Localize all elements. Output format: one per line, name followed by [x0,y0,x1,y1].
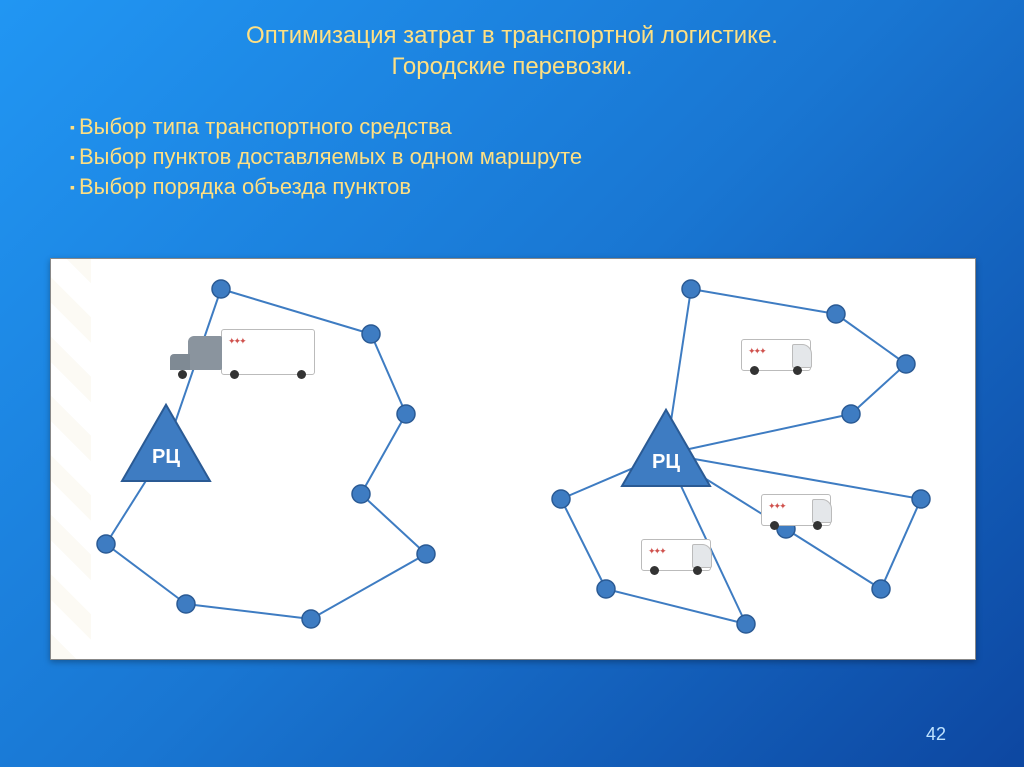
van-icon: ✦✦✦ [641,539,711,571]
delivery-node [177,595,195,613]
van-icon: ✦✦✦ [761,494,831,526]
route-edge [311,554,426,619]
route-edge [186,604,311,619]
delivery-node [212,280,230,298]
slide-title: Оптимизация затрат в транспортной логист… [0,0,1024,82]
delivery-node [397,405,415,423]
page-number: 42 [926,724,946,745]
delivery-node [682,280,700,298]
van-icon: ✦✦✦ [741,339,811,371]
truck-icon: ✦✦✦ [221,329,315,375]
title-line-2: Городские перевозки. [391,53,632,80]
route-edge [606,589,746,624]
network-svg: РЦ РЦ [51,259,975,659]
delivery-node [912,490,930,508]
route-edge [106,544,186,604]
bullet-text: Выбор порядка объезда пунктов [79,172,411,202]
title-line-1: Оптимизация затрат в транспортной логист… [246,22,778,49]
diagram-panel: РЦ РЦ ✦✦✦ ✦✦✦ ✦✦✦ ✦✦✦ [50,258,976,660]
hub-label: РЦ [152,446,180,468]
delivery-node [737,615,755,633]
delivery-node [872,580,890,598]
bullet-marker-icon: ▪ [70,148,75,167]
delivery-node [97,535,115,553]
bullet-marker-icon: ▪ [70,178,75,197]
route-edge [221,289,371,334]
delivery-node [417,545,435,563]
delivery-node [302,610,320,628]
delivery-node [552,490,570,508]
distribution-hub-icon [122,405,210,481]
route-edge [666,414,851,454]
route-edge [361,494,426,554]
bullet-item: ▪ Выбор типа транспортного средства [70,112,1024,142]
route-edge [561,499,606,589]
bullet-text: Выбор типа транспортного средства [79,112,452,142]
delivery-node [352,485,370,503]
bullet-list: ▪ Выбор типа транспортного средства ▪ Вы… [70,112,1024,201]
delivery-node [362,325,380,343]
hub-label: РЦ [652,451,680,473]
route-edge [851,364,906,414]
route-edge [786,529,881,589]
bullet-text: Выбор пунктов доставляемых в одном маршр… [79,142,582,172]
bullet-item: ▪ Выбор порядка объезда пунктов [70,172,1024,202]
route-edge [361,414,406,494]
route-edge [691,289,836,314]
delivery-node [597,580,615,598]
route-edge [836,314,906,364]
delivery-node [842,405,860,423]
bullet-marker-icon: ▪ [70,118,75,137]
bullet-item: ▪ Выбор пунктов доставляемых в одном мар… [70,142,1024,172]
route-edge [881,499,921,589]
delivery-node [897,355,915,373]
route-edge [371,334,406,414]
delivery-node [827,305,845,323]
